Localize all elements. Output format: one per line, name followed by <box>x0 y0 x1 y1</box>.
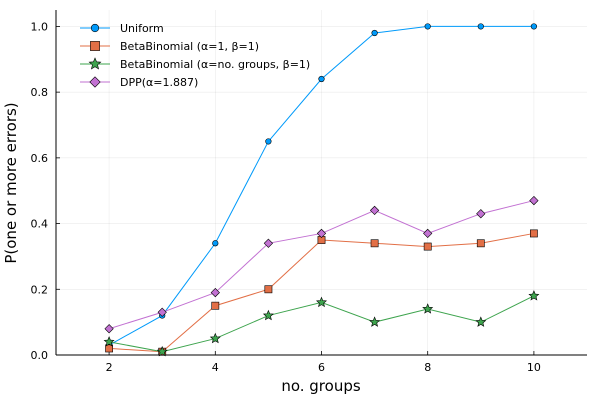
data-point <box>475 316 487 327</box>
data-point <box>316 228 327 239</box>
data-point <box>476 209 486 219</box>
data-point <box>529 229 538 238</box>
data-point <box>422 303 434 314</box>
data-point <box>423 242 432 251</box>
data-point <box>263 238 274 248</box>
x-tick-label: 10 <box>527 361 541 374</box>
data-point <box>212 240 219 247</box>
legend-entry: BetaBinomial (α=1, β=1) <box>80 40 259 53</box>
legend-marker <box>88 57 102 70</box>
data-point <box>210 287 220 298</box>
legend-entry: Uniform <box>80 22 164 35</box>
legend-label: DPP(α=1.887) <box>120 76 198 89</box>
data-point <box>477 23 484 30</box>
data-point <box>369 316 381 327</box>
series-3 <box>104 195 539 334</box>
data-point <box>370 239 379 248</box>
x-tick-labels: 2 4 6 8 10 <box>106 351 541 374</box>
data-point <box>369 205 380 216</box>
data-point <box>211 301 220 310</box>
data-point <box>104 324 114 334</box>
legend: Uniform BetaBinomial (α=1, β=1) BetaBinomi… <box>80 22 310 89</box>
y-tick-label: 0.6 <box>31 152 49 165</box>
legend-entry: DPP(α=1.887) <box>80 76 198 89</box>
legend-label: BetaBinomial (α=no. groups, β=1) <box>120 58 310 71</box>
y-axis-title: P(one or more errors) <box>2 102 20 263</box>
data-point <box>529 195 539 206</box>
data-point <box>156 345 168 357</box>
data-point <box>315 296 328 308</box>
y-tick-label: 0.0 <box>31 349 49 362</box>
data-point <box>262 309 274 321</box>
y-tick-label: 1.0 <box>31 20 49 33</box>
data-point <box>103 336 115 347</box>
data-point <box>105 344 113 353</box>
data-point <box>423 228 433 239</box>
legend-marker <box>90 23 100 33</box>
data-point <box>318 75 325 83</box>
data-point <box>424 23 431 30</box>
legend-marker <box>89 76 101 88</box>
x-tick-label: 8 <box>424 361 431 374</box>
data-point <box>157 307 167 317</box>
data-point <box>528 290 540 301</box>
x-tick-label: 4 <box>212 361 219 374</box>
y-tick-label: 0.4 <box>31 218 49 231</box>
y-tick-label: 0.2 <box>31 283 49 296</box>
y-tick-label: 0.8 <box>31 86 49 99</box>
series-2 <box>103 290 540 357</box>
y-tick-labels: 0.0 0.2 0.4 0.6 0.8 1.0 <box>31 20 60 362</box>
x-tick-label: 6 <box>318 361 325 374</box>
data-point <box>371 29 378 37</box>
legend-label: BetaBinomial (α=1, β=1) <box>120 40 259 53</box>
legend-entry: BetaBinomial (α=no. groups, β=1) <box>80 57 310 71</box>
x-tick-label: 2 <box>106 361 113 374</box>
series-layer <box>103 23 540 357</box>
data-point <box>264 285 273 294</box>
legend-label: Uniform <box>120 22 164 35</box>
legend-marker <box>90 41 100 51</box>
data-point <box>530 23 538 30</box>
data-point <box>476 239 485 248</box>
data-point <box>265 138 272 145</box>
x-axis-title: no. groups <box>281 377 361 395</box>
data-point <box>209 332 221 344</box>
